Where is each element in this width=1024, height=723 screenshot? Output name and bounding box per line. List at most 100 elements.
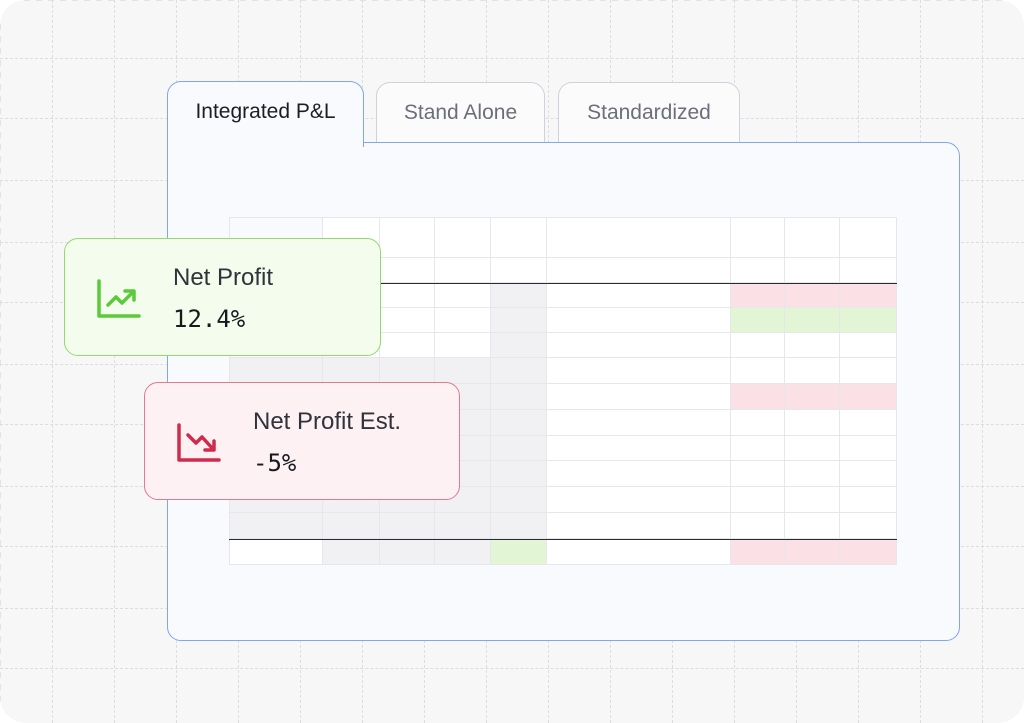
sheet-cell [785, 258, 840, 283]
sheet-cell [840, 358, 897, 384]
sheet-cell [785, 333, 840, 358]
sheet-cell [547, 410, 731, 436]
sheet-cell [731, 513, 785, 539]
sheet-cell [491, 539, 547, 565]
sheet-cell [435, 283, 491, 308]
sheet-cell [547, 217, 731, 258]
tab-label: Stand Alone [403, 101, 518, 124]
sheet-cell [731, 436, 785, 461]
sheet-cell [380, 308, 435, 333]
sheet-cell [491, 384, 547, 410]
sheet-cell [731, 358, 785, 384]
sheet-cell [840, 258, 897, 283]
tab-label: Standardized [587, 101, 711, 124]
sheet-cell [380, 333, 435, 358]
sheet-cell [323, 358, 380, 384]
sheet-cell [435, 258, 491, 283]
grid-line [0, 58, 1024, 59]
sheet-cell [840, 487, 897, 513]
sheet-cell [491, 308, 547, 333]
net-profit-label: Net Profit [173, 264, 274, 291]
grid-line [0, 668, 1024, 669]
net-profit-est-card[interactable]: Net Profit Est. -5% [144, 382, 460, 500]
sheet-cell [491, 333, 547, 358]
sheet-cell [785, 487, 840, 513]
sheet-cell [840, 539, 897, 565]
sheet-cell [840, 217, 897, 258]
sheet-cell [547, 308, 731, 333]
sheet-cell [731, 258, 785, 283]
sheet-cell [840, 436, 897, 461]
sheet-cell [380, 258, 435, 283]
sheet-cell [435, 358, 491, 384]
sheet-cell [547, 436, 731, 461]
sheet-cell [785, 461, 840, 487]
sheet-cell [547, 513, 731, 539]
sheet-cell [491, 410, 547, 436]
grid-line [52, 0, 53, 723]
net-profit-est-value: -5% [253, 449, 297, 477]
sheet-cell [731, 333, 785, 358]
grid-line [982, 0, 983, 723]
sheet-cell [229, 513, 323, 539]
sheet-cell [380, 217, 435, 258]
sheet-cell [491, 461, 547, 487]
sheet-cell [491, 487, 547, 513]
sheet-cell [840, 461, 897, 487]
sheet-cell [435, 333, 491, 358]
tab-label: Integrated P&L [195, 100, 336, 123]
sheet-cell [380, 539, 435, 565]
sheet-cell [547, 461, 731, 487]
sheet-cell [785, 217, 840, 258]
tab-standardized[interactable]: Standardized [558, 82, 740, 144]
sheet-cell [323, 539, 380, 565]
header-rule [229, 283, 897, 284]
grid-line [114, 0, 115, 723]
sheet-cell [840, 384, 897, 410]
sheet-cell [731, 308, 785, 333]
sheet-cell [435, 308, 491, 333]
sheet-cell [840, 513, 897, 539]
net-profit-est-label: Net Profit Est. [253, 408, 402, 435]
sheet-cell [547, 384, 731, 410]
sheet-cell [731, 487, 785, 513]
sheet-cell [547, 487, 731, 513]
sheet-cell [435, 217, 491, 258]
total-rule [229, 539, 897, 540]
sheet-cell [840, 308, 897, 333]
sheet-cell [785, 539, 840, 565]
sheet-cell [785, 308, 840, 333]
sheet-cell [229, 358, 323, 384]
sheet-cell [840, 283, 897, 308]
sheet-cell [491, 283, 547, 308]
sheet-cell [785, 410, 840, 436]
sheet-cell [731, 217, 785, 258]
sheet-cell [731, 461, 785, 487]
sheet-cell [785, 358, 840, 384]
tab-integrated-pl[interactable]: Integrated P&L [167, 81, 364, 147]
sheet-cell [547, 358, 731, 384]
sheet-cell [380, 513, 435, 539]
net-profit-card[interactable]: Net Profit 12.4% [64, 238, 381, 356]
sheet-cell [840, 333, 897, 358]
sheet-cell [547, 258, 731, 283]
sheet-cell [380, 283, 435, 308]
sheet-cell [491, 217, 547, 258]
sheet-cell [435, 539, 491, 565]
sheet-cell [491, 513, 547, 539]
sheet-cell [547, 283, 731, 308]
sheet-cell [731, 283, 785, 308]
sheet-cell [435, 513, 491, 539]
sheet-cell [731, 384, 785, 410]
trending-up-chart-icon [97, 279, 141, 318]
sheet-cell [785, 384, 840, 410]
sheet-cell [380, 358, 435, 384]
sheet-cell [491, 258, 547, 283]
sheet-cell [785, 436, 840, 461]
tab-stand-alone[interactable]: Stand Alone [376, 82, 545, 144]
sheet-cell [547, 333, 731, 358]
sheet-cell [229, 539, 323, 565]
sheet-cell [491, 436, 547, 461]
sheet-cell [785, 283, 840, 308]
